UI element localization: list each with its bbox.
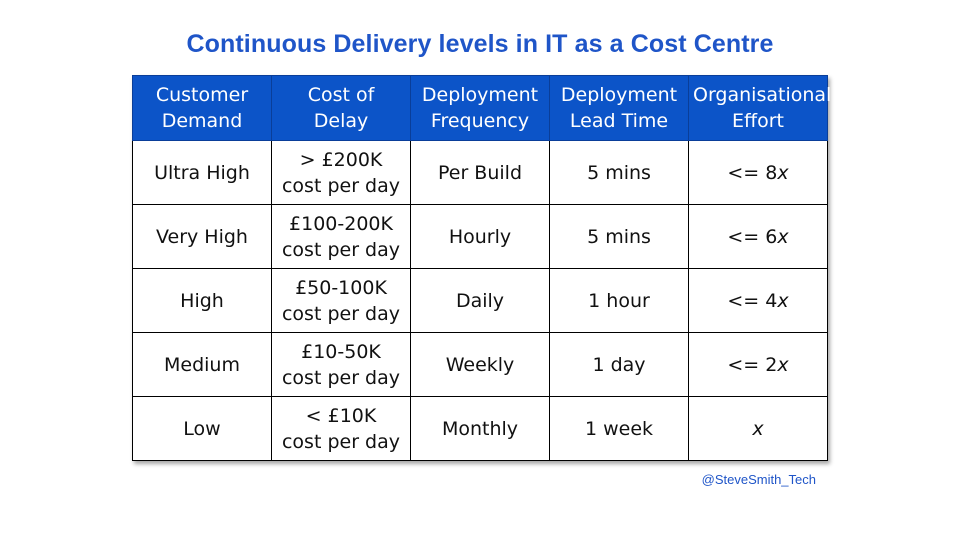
frequency-cell: Per Build: [410, 140, 550, 205]
cost-cell: £100-200K cost per day: [271, 204, 411, 269]
table-row: High £50-100K cost per day Daily 1 hour …: [132, 268, 828, 333]
effort-cell: <= 8x: [688, 140, 828, 205]
frequency-cell: Monthly: [410, 396, 550, 461]
header-deployment-lead-time: Deployment Lead Time: [549, 75, 689, 141]
header-deployment-frequency: Deployment Frequency: [410, 75, 550, 141]
cost-centre-table: Customer Demand Cost of Delay Deployment…: [132, 75, 831, 461]
frequency-cell: Weekly: [410, 332, 550, 397]
lead-time-cell: 5 mins: [549, 140, 689, 205]
cost-cell: £10-50K cost per day: [271, 332, 411, 397]
table-row: Ultra High > £200K cost per day Per Buil…: [132, 140, 828, 205]
header-organisational-effort: Organisational Effort: [688, 75, 831, 141]
effort-cell: <= 4x: [688, 268, 828, 333]
effort-cell: <= 6x: [688, 204, 828, 269]
table-row: Low < £10K cost per day Monthly 1 week x: [132, 396, 828, 461]
lead-time-cell: 1 week: [549, 396, 689, 461]
cost-cell: < £10K cost per day: [271, 396, 411, 461]
effort-cell: x: [688, 396, 828, 461]
cost-cell: £50-100K cost per day: [271, 268, 411, 333]
table-row: Medium £10-50K cost per day Weekly 1 day…: [132, 332, 828, 397]
demand-cell: Medium: [132, 332, 272, 397]
demand-cell: Very High: [132, 204, 272, 269]
frequency-cell: Hourly: [410, 204, 550, 269]
effort-cell: <= 2x: [688, 332, 828, 397]
demand-cell: High: [132, 268, 272, 333]
frequency-cell: Daily: [410, 268, 550, 333]
table-header-row: Customer Demand Cost of Delay Deployment…: [132, 75, 831, 141]
lead-time-cell: 5 mins: [549, 204, 689, 269]
page-title: Continuous Delivery levels in IT as a Co…: [186, 30, 774, 58]
demand-cell: Low: [132, 396, 272, 461]
header-customer-demand: Customer Demand: [132, 75, 272, 141]
cost-centre-table-container: Customer Demand Cost of Delay Deployment…: [132, 75, 831, 461]
lead-time-cell: 1 hour: [549, 268, 689, 333]
demand-cell: Ultra High: [132, 140, 272, 205]
header-cost-of-delay: Cost of Delay: [271, 75, 411, 141]
cost-cell: > £200K cost per day: [271, 140, 411, 205]
lead-time-cell: 1 day: [549, 332, 689, 397]
table-row: Very High £100-200K cost per day Hourly …: [132, 204, 828, 269]
twitter-handle: @SteveSmith_Tech: [701, 472, 816, 487]
